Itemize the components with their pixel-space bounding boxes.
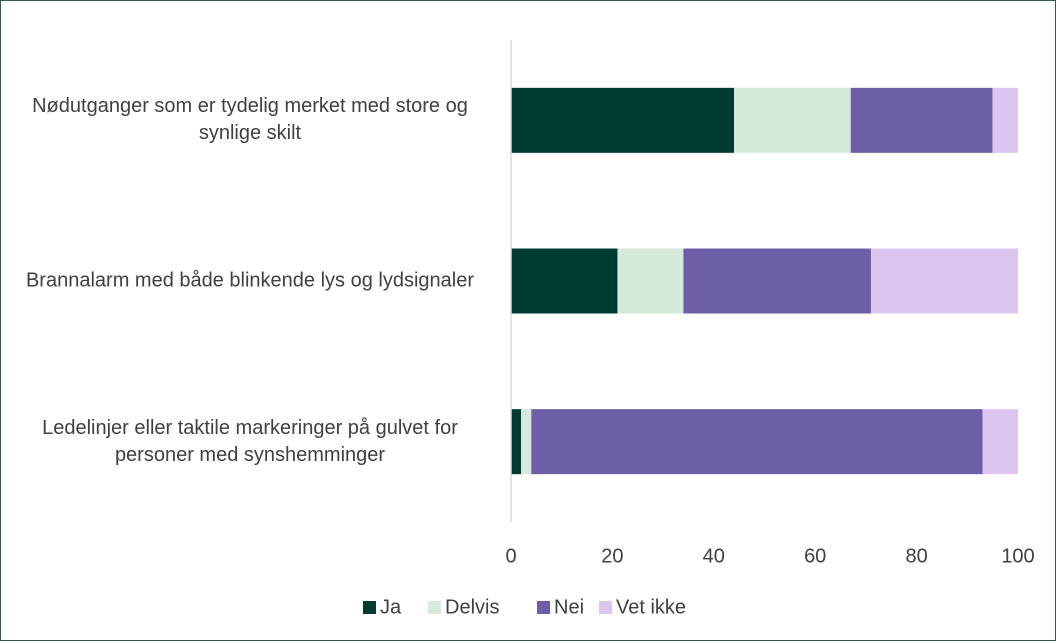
x-tick-label: 100 [1001, 545, 1034, 567]
x-tick-label: 60 [804, 545, 826, 567]
legend-swatch [537, 601, 550, 614]
legend-swatch [599, 601, 612, 614]
bar-segment [870, 248, 1018, 314]
bar-segment [511, 87, 735, 153]
bar-segment [982, 409, 1018, 475]
bar-segment [734, 87, 851, 153]
legend-swatch [363, 601, 376, 614]
x-tick-label: 0 [505, 545, 516, 567]
x-tick-label: 80 [905, 545, 927, 567]
legend-swatch [428, 601, 441, 614]
bar-segment [850, 87, 993, 153]
y-tick-label: Ledelinjer eller taktile markeringer på … [42, 416, 458, 466]
bar-segment [683, 248, 871, 314]
legend-label: Vet ikke [616, 596, 686, 618]
legend-label: Nei [554, 596, 584, 618]
bar-segment [521, 409, 532, 475]
y-tick-label: Nødutganger som er tydelig merket med st… [32, 95, 468, 145]
bar-segment [511, 248, 618, 314]
y-tick-label: Brannalarm med både blinkende lys og lyd… [25, 269, 475, 292]
legend-label: Delvis [445, 596, 499, 618]
x-tick-label: 40 [703, 545, 725, 567]
x-tick-label: 20 [601, 545, 623, 567]
bar-segment [531, 409, 983, 475]
bar-segment [511, 409, 522, 475]
bar-segment [617, 248, 684, 314]
legend-label: Ja [380, 596, 402, 618]
bar-segment [992, 87, 1018, 153]
